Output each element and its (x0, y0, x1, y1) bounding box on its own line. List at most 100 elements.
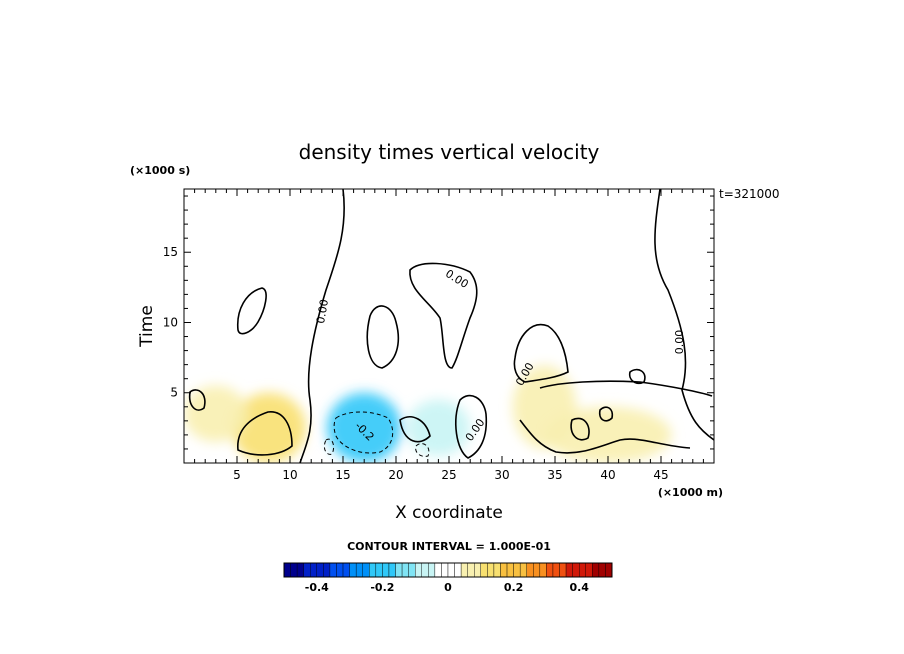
y-axis-title: Time (137, 305, 157, 348)
field-region (268, 189, 714, 379)
field-region (327, 392, 402, 463)
colorbar-cell (421, 562, 429, 578)
contour-label: 0.00 (314, 298, 331, 324)
zero-contour (409, 262, 478, 369)
colorbar-cell (565, 562, 573, 578)
x-tick-label: 10 (282, 468, 297, 482)
colorbar-cell (434, 562, 442, 578)
colorbar-cell (474, 562, 481, 578)
colorbar-cell (519, 562, 527, 578)
zero-contour (237, 411, 293, 456)
zero-contour (519, 419, 691, 454)
colorbar-cell (323, 562, 331, 578)
zero-contour (570, 417, 590, 441)
x-tick-label: 35 (547, 468, 562, 482)
contour-label: 0.00 (673, 330, 686, 355)
y-tick-label: 10 (163, 315, 178, 329)
field-region (544, 406, 672, 463)
x-tick-label: 15 (335, 468, 350, 482)
y-tick-label: 15 (163, 245, 178, 259)
colorbar-cell (428, 562, 436, 578)
time-stamp: t=321000 (719, 187, 780, 201)
y-unit-label: (×1000 s) (130, 164, 190, 177)
x-tick-label: 5 (233, 468, 241, 482)
colorbar-cell (500, 562, 508, 578)
colorbar-cell (598, 562, 606, 578)
zero-contour (299, 189, 345, 463)
colorbar-tick-label: -0.4 (305, 581, 329, 594)
zero-contour (628, 368, 646, 385)
colorbar-cell (559, 562, 567, 578)
x-tick-label: 45 (653, 468, 668, 482)
colorbar-cell (533, 562, 541, 578)
colorbar-cell (355, 562, 363, 578)
colorbar-cell (546, 562, 554, 578)
colorbar-cell (369, 562, 377, 578)
zero-contour (598, 406, 614, 422)
colorbar-tick-label: 0.2 (504, 581, 524, 594)
colorbar-cell (487, 562, 495, 578)
colorbar-cell (460, 562, 468, 578)
colorbar-cell (388, 562, 396, 578)
colorbar-frame (283, 562, 613, 578)
colorbar-cell (283, 562, 291, 578)
colorbar-tick-label: -0.2 (370, 581, 394, 594)
colorbar-cell (441, 562, 449, 578)
colorbar-tick-label: 0.4 (569, 581, 589, 594)
colorbar: -0.4 -0.2 0 0.2 0.4 (283, 562, 613, 594)
zero-contour (366, 305, 400, 369)
field-region (512, 364, 577, 449)
colorbar-cell (592, 562, 600, 578)
zero-contour (399, 416, 431, 443)
negative-contour (415, 443, 430, 457)
x-tick-label: 20 (388, 468, 403, 482)
colorbar-cell (572, 562, 580, 578)
x-tick-label: 25 (441, 468, 456, 482)
colorbar-cell (579, 562, 586, 578)
colorbar-cell (303, 562, 311, 578)
colorbar-cell (290, 562, 298, 578)
colorbar-cell (296, 562, 304, 578)
colorbar-cell (467, 562, 475, 578)
colorbar-cell (408, 562, 416, 578)
colorbar-cell (401, 562, 409, 578)
colorbar-cell (375, 562, 383, 578)
colorbar-cell (316, 562, 324, 578)
colorbar-cell (310, 562, 317, 578)
colorbar-cell (526, 562, 534, 578)
x-tick-label: 40 (600, 468, 615, 482)
zero-contour (654, 189, 714, 441)
x-axis-title: X coordinate (395, 503, 503, 523)
colorbar-cell (415, 562, 422, 578)
negative-contour (333, 411, 394, 454)
colorbar-cell (585, 562, 593, 578)
colorbar-cell (539, 562, 547, 578)
colorbar-cell (605, 562, 613, 578)
y-tick-label: 5 (170, 386, 178, 400)
colorbar-cell (336, 562, 344, 578)
x-unit-label: (×1000 m) (658, 486, 723, 499)
chart-title: density times vertical velocity (299, 140, 600, 164)
zero-contour (188, 389, 206, 411)
colorbar-cell (454, 562, 462, 578)
contour-interval-label: CONTOUR INTERVAL = 1.000E-01 (347, 540, 551, 553)
colorbar-tick-label: 0 (444, 581, 452, 594)
colorbar-cell (493, 562, 501, 578)
field-region (406, 399, 471, 456)
zero-contour (513, 323, 569, 383)
colorbar-cell (382, 562, 390, 578)
colorbar-cell (395, 562, 403, 578)
colorbar-cell (342, 562, 350, 578)
zero-contour (539, 380, 713, 397)
zero-contour (237, 287, 267, 335)
plot-area (184, 189, 714, 463)
colorbar-cell (506, 562, 514, 578)
colorbar-cell (552, 562, 560, 578)
colorbar-cell (362, 562, 370, 578)
colorbar-cell (349, 562, 357, 578)
colorbar-cell (329, 562, 337, 578)
x-tick-label: 30 (494, 468, 509, 482)
field-region (184, 385, 248, 442)
field-region (231, 392, 306, 463)
